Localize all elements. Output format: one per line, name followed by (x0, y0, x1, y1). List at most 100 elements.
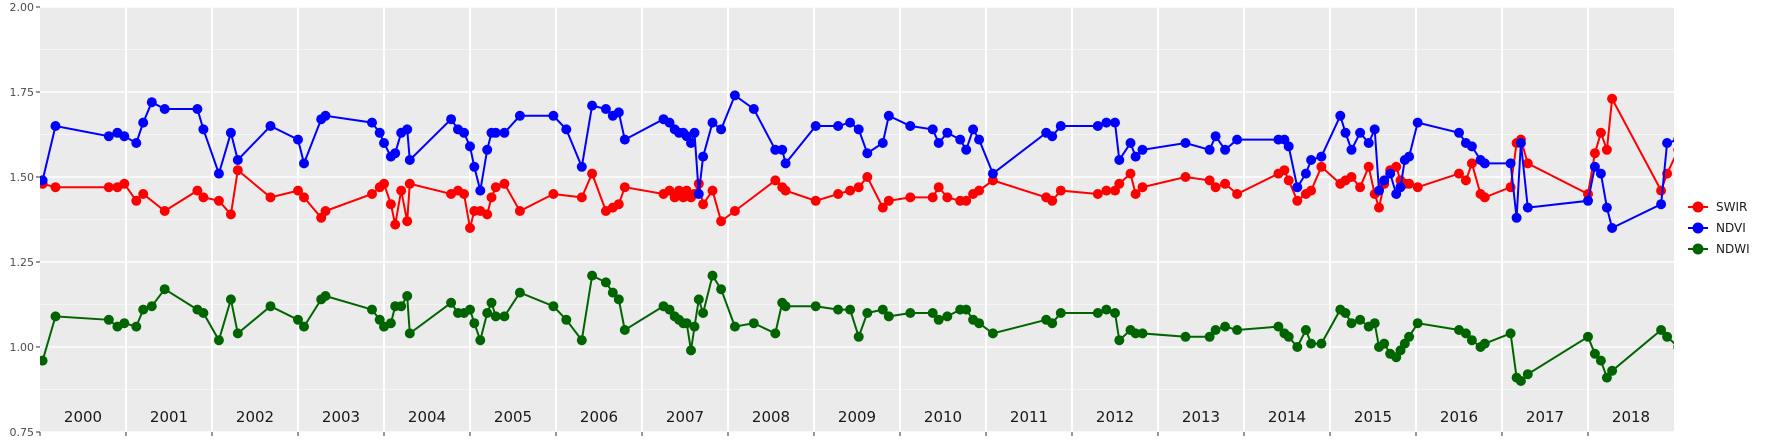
data-point-ndvi (390, 148, 401, 159)
data-point-ndwi (213, 335, 224, 346)
data-point-ndwi (883, 311, 894, 322)
data-point-ndvi (1110, 117, 1120, 128)
data-point-swir (587, 168, 598, 179)
data-point-swir (1595, 127, 1606, 138)
data-point-ndvi (1092, 121, 1103, 131)
data-point-swir (927, 192, 938, 203)
data-point-swir (1204, 175, 1215, 186)
data-point-ndvi (1369, 124, 1380, 135)
data-point-ndvi (942, 127, 953, 138)
year-labels: 2000 2001 2002 2003 2004 2005 2006 2007 2008 2009… (64, 408, 1650, 426)
data-point-ndvi (927, 124, 938, 135)
data-point-ndwi (50, 311, 61, 322)
data-point-ndwi (1607, 365, 1618, 376)
data-point-ndvi (961, 144, 972, 155)
data-point-ndvi (131, 138, 142, 148)
data-point-ndwi (482, 308, 493, 318)
data-point-ndvi (50, 121, 61, 131)
data-point-ndwi (613, 294, 624, 305)
data-point-ndvi (1180, 138, 1191, 148)
data-point-ndwi (40, 355, 48, 366)
data-point-ndvi (475, 185, 486, 196)
year-label: 2013 (1182, 408, 1220, 426)
data-point-swir (1479, 192, 1490, 203)
data-point-ndvi (465, 141, 475, 152)
data-point-swir (159, 206, 170, 216)
data-point-ndvi (1595, 168, 1606, 179)
data-point-ndwi (119, 318, 130, 329)
data-point-ndwi (833, 304, 844, 315)
data-point-swir (1232, 189, 1243, 199)
data-point-ndvi (1385, 168, 1396, 179)
year-label: 2012 (1096, 408, 1134, 426)
data-point-ndwi (853, 331, 864, 342)
data-point-ndvi (693, 189, 704, 199)
data-point-ndvi (810, 121, 821, 131)
data-point-ndvi (968, 124, 979, 135)
data-point-ndvi (1137, 144, 1148, 155)
data-point-ndwi (862, 308, 873, 318)
data-point-ndwi (927, 308, 938, 318)
data-point-swir (514, 206, 525, 216)
data-point-swir (482, 209, 493, 220)
data-point-ndvi (1292, 182, 1303, 193)
data-point-swir (1374, 202, 1384, 213)
data-point-ndwi (1595, 355, 1606, 366)
y-tick-label: 2.00 (10, 1, 35, 14)
data-point-swir (833, 189, 844, 199)
data-point-ndvi (613, 107, 624, 118)
year-label: 2008 (752, 408, 790, 426)
data-point-swir (974, 185, 985, 196)
data-point-swir (299, 192, 309, 203)
data-point-ndwi (1340, 308, 1351, 318)
year-label: 2002 (236, 408, 274, 426)
data-point-swir (933, 182, 944, 193)
year-label: 2000 (64, 408, 102, 426)
data-point-ndvi (1101, 117, 1112, 128)
year-label: 2018 (1612, 408, 1650, 426)
data-point-swir (698, 199, 709, 210)
data-point-ndwi (385, 318, 396, 329)
data-point-ndwi (1412, 318, 1423, 329)
y-tick-label: 1.25 (10, 256, 35, 269)
data-point-ndwi (293, 314, 303, 325)
data-point-ndwi (1047, 318, 1058, 329)
data-point-ndvi (748, 104, 759, 114)
data-point-ndvi (1601, 202, 1612, 213)
data-point-ndwi (1114, 335, 1125, 346)
data-point-ndwi (402, 291, 413, 301)
data-point-ndvi (1656, 199, 1667, 210)
data-point-ndvi (1047, 131, 1058, 142)
data-point-ndvi (225, 127, 236, 138)
data-point-ndwi (1232, 325, 1243, 335)
data-point-ndvi (1114, 155, 1125, 165)
data-point-ndvi (367, 117, 377, 128)
legend-key-point (1692, 243, 1704, 255)
data-point-ndvi (1363, 138, 1374, 148)
data-point-swir (548, 189, 559, 199)
data-point-ndwi (1522, 369, 1533, 380)
data-point-swir (1055, 185, 1066, 196)
data-point-ndvi (514, 110, 525, 121)
data-point-swir (119, 178, 130, 189)
data-point-swir (1454, 168, 1464, 179)
data-point-ndvi (192, 104, 203, 114)
year-label: 2014 (1268, 408, 1306, 426)
data-point-ndvi (686, 138, 696, 148)
data-point-ndvi (955, 134, 966, 145)
data-point-ndwi (404, 328, 415, 339)
data-point-ndvi (320, 110, 331, 121)
data-point-ndwi (1220, 321, 1231, 332)
data-point-swir (1673, 147, 1674, 153)
data-point-ndvi (159, 104, 170, 114)
y-tick-label: 1.00 (10, 341, 35, 354)
data-point-ndvi (1404, 151, 1415, 162)
data-point-ndwi (689, 321, 700, 332)
data-point-ndvi (845, 117, 856, 128)
year-label: 2004 (408, 408, 446, 426)
data-point-swir (138, 189, 149, 199)
data-point-ndwi (748, 318, 759, 329)
data-point-ndwi (933, 314, 944, 325)
data-point-ndvi (103, 131, 114, 142)
